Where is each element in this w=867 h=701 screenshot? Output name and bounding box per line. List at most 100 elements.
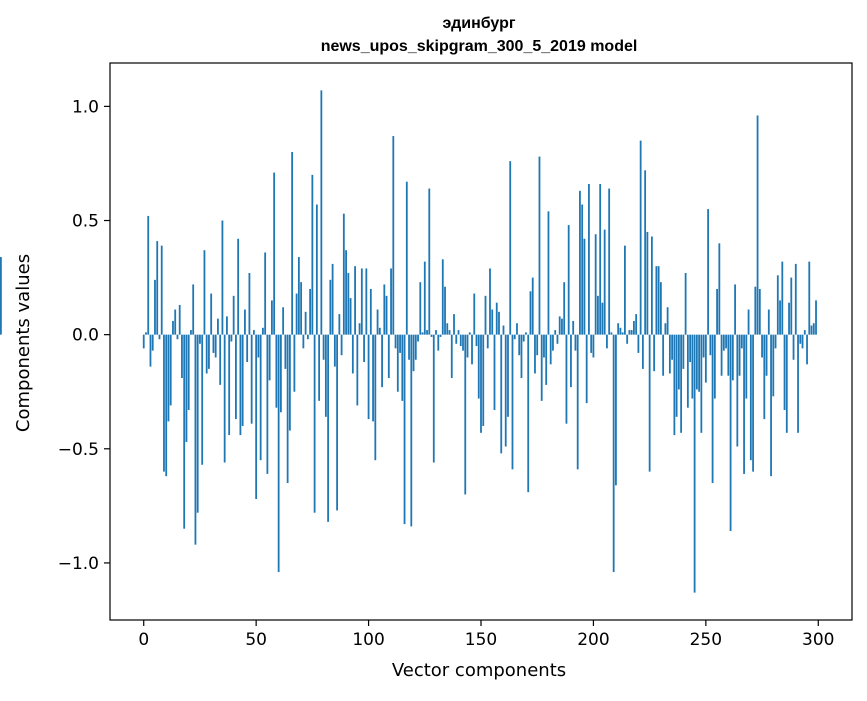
bar-component-293 [801, 334, 804, 349]
bar-component-98 [363, 334, 365, 363]
bar-component-168 [520, 334, 523, 379]
bar-component-30 [210, 293, 213, 335]
bar-component-14 [174, 309, 177, 335]
bar-component-31 [212, 334, 215, 353]
bar-component-297 [810, 325, 813, 335]
bar-component-258 [722, 334, 725, 351]
bar-component-151 [482, 334, 485, 426]
bar-component-43 [239, 334, 242, 436]
bar-component-251 [707, 209, 709, 335]
bar-component-166 [516, 323, 518, 335]
bar-component-182 [552, 334, 554, 351]
bar-component-97 [360, 268, 363, 335]
bar-component-17 [181, 334, 183, 379]
bar-component-199 [590, 334, 593, 353]
bar-component-19 [185, 334, 188, 442]
bar-component-295 [806, 334, 808, 365]
bar-component-206 [606, 334, 608, 349]
bar-component-248 [700, 334, 703, 433]
bar-component-22 [192, 284, 195, 335]
bar-component-233 [666, 307, 669, 335]
bar-component-89 [342, 213, 345, 335]
bar-component-51 [257, 334, 260, 358]
bar-component-0 [142, 334, 145, 349]
bar-component-265 [738, 334, 741, 376]
bar-component-212 [619, 327, 622, 335]
bar-component-132 [439, 334, 442, 337]
bar-component-250 [704, 334, 707, 383]
bar-component-92 [349, 298, 352, 335]
bar-component-244 [691, 334, 694, 399]
bar-component-277 [765, 334, 768, 376]
bar-component-63 [284, 334, 287, 369]
bar-component-189 [567, 225, 570, 335]
bar-component-174 [534, 334, 536, 374]
bar-component-16 [178, 304, 181, 335]
bar-component-50 [255, 334, 258, 500]
bar-component-84 [331, 263, 334, 335]
bar-component-215 [626, 334, 629, 344]
bar-component-148 [475, 334, 478, 347]
bar-component-34 [219, 334, 222, 385]
bar-component-65 [288, 334, 291, 431]
bar-component-286 [785, 334, 788, 433]
bar-component-207 [608, 188, 611, 335]
bar-component-266 [740, 334, 743, 349]
bar-component-136 [448, 330, 451, 335]
bar-component-69 [297, 257, 300, 335]
bar-component-289 [792, 334, 795, 360]
bar-component-118 [408, 334, 410, 360]
bar-component-9 [163, 334, 165, 472]
bar-component-205 [603, 229, 606, 335]
bar-component-167 [518, 334, 521, 356]
bar-component-86 [336, 334, 338, 511]
bar-component-75 [311, 174, 314, 335]
bar-component-249 [702, 334, 705, 358]
bar-component-82 [327, 334, 329, 522]
bar-component-171 [527, 334, 530, 493]
bar-component-106 [381, 334, 383, 388]
bar-component-299 [815, 300, 817, 335]
bar-component-48 [250, 334, 253, 424]
bar-component-72 [304, 311, 307, 335]
bar-component-131 [437, 334, 440, 351]
bar-component-143 [464, 334, 467, 495]
bar-component-133 [441, 259, 444, 335]
bar-component-283 [779, 300, 781, 335]
bar-component-80 [322, 334, 325, 360]
bar-component-134 [444, 286, 446, 335]
x-tick-label: 50 [245, 630, 267, 650]
bar-component-161 [504, 334, 507, 447]
bar-component-213 [621, 332, 624, 335]
bar-component-10 [165, 334, 168, 477]
bar-component-58 [273, 172, 276, 335]
bar-component-56 [268, 334, 271, 381]
bar-component-155 [491, 309, 494, 335]
bar-component-108 [385, 295, 388, 335]
bar-component-54 [264, 252, 267, 335]
bar-component-262 [731, 334, 734, 381]
bar-component-232 [664, 323, 667, 335]
bar-component-287 [788, 302, 790, 335]
bar-component-261 [729, 334, 732, 531]
bar-component-21 [190, 330, 192, 335]
y-tick-label: −1.0 [58, 554, 99, 574]
bar-component-260 [727, 334, 730, 376]
bar-component-219 [635, 314, 638, 335]
bar-component-175 [536, 334, 539, 356]
bar-component-74 [309, 289, 312, 335]
bar-component-203 [599, 183, 602, 335]
x-axis: 0 50 100 150 200 250 300 [138, 620, 834, 650]
bar-component-227 [653, 334, 656, 372]
bar-component-172 [529, 291, 532, 335]
bar-component-12 [169, 334, 172, 406]
bar-component-79 [320, 90, 323, 335]
bar-component-292 [799, 334, 802, 344]
bar-component-246 [695, 334, 698, 390]
bar-component-298 [812, 323, 815, 335]
bar-component-164 [511, 334, 514, 470]
bar-component-85 [333, 334, 336, 367]
bar-component-15 [176, 334, 179, 340]
bar-component-173 [531, 277, 534, 335]
bar-component-217 [630, 330, 633, 335]
